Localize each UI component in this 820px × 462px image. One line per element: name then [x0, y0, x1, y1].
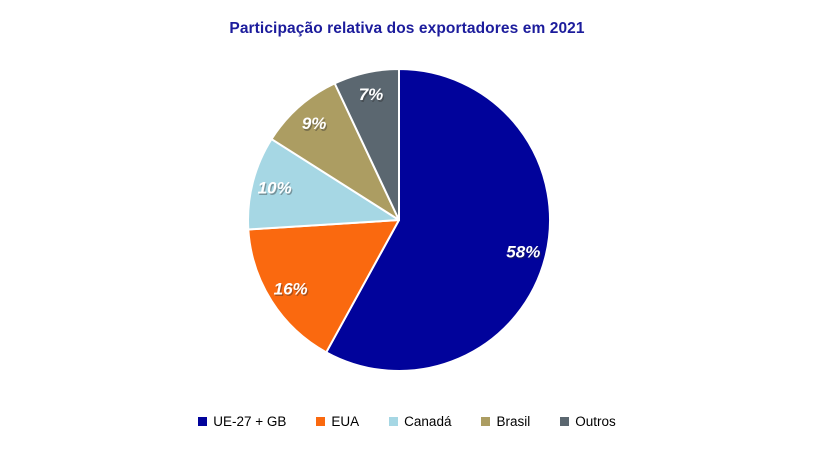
pie-slice-4 [333, 68, 400, 221]
legend-item-canada: Canadá [389, 414, 451, 429]
pie-slice-3 [270, 82, 400, 221]
legend-label-outros: Outros [575, 414, 616, 429]
pie-slice-0 [325, 68, 551, 372]
legend-label-brasil: Brasil [496, 414, 531, 429]
legend-label-ue27-gb: UE-27 + GB [213, 414, 287, 429]
legend-label-eua: EUA [331, 414, 360, 429]
pie-data-label-1: 16% [274, 279, 308, 298]
pie-slice-1 [247, 219, 400, 354]
pie-chart: 58%58%16%16%10%10%9%9%7%7% [247, 68, 551, 372]
legend-swatch-outros [560, 417, 570, 426]
legend-item-outros: Outros [560, 414, 616, 429]
legend-swatch-eua [316, 417, 326, 426]
pie-data-label-4: 7% [359, 85, 384, 104]
pie-data-label-shadow-4: 7% [360, 87, 385, 106]
legend-swatch-ue27-gb [198, 417, 208, 426]
pie-data-label-shadow-1: 16% [275, 281, 309, 300]
pie-data-label-2: 10% [258, 179, 292, 198]
pie-data-label-0: 58% [506, 242, 540, 261]
pie-data-label-shadow-3: 9% [303, 116, 328, 135]
pie-data-label-shadow-2: 10% [259, 180, 293, 199]
legend: UE-27 + GB EUA Canadá Brasil Outros [0, 414, 814, 429]
pie-data-label-shadow-0: 58% [508, 244, 542, 263]
pie-data-label-3: 9% [302, 114, 327, 133]
legend-swatch-canada [389, 417, 399, 426]
legend-item-eua: EUA [316, 414, 359, 429]
pie-slice-2 [247, 138, 400, 231]
legend-item-ue27-gb: UE-27 + GB [198, 414, 286, 429]
legend-swatch-brasil [481, 417, 491, 426]
legend-item-brasil: Brasil [481, 414, 530, 429]
legend-label-canada: Canadá [404, 414, 452, 429]
chart-title: Participação relativa dos exportadores e… [229, 20, 585, 37]
